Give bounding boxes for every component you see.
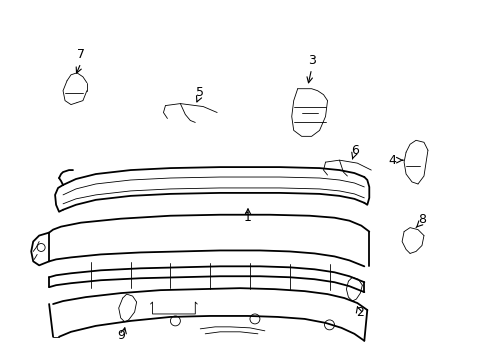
Text: 8: 8 (417, 213, 425, 226)
Text: 1: 1 (244, 211, 251, 224)
Text: 4: 4 (387, 154, 395, 167)
Text: 3: 3 (307, 54, 315, 67)
Text: 5: 5 (196, 86, 204, 99)
Text: 9: 9 (117, 329, 124, 342)
Text: 6: 6 (351, 144, 359, 157)
Text: 7: 7 (77, 49, 85, 62)
Text: 2: 2 (356, 306, 364, 319)
